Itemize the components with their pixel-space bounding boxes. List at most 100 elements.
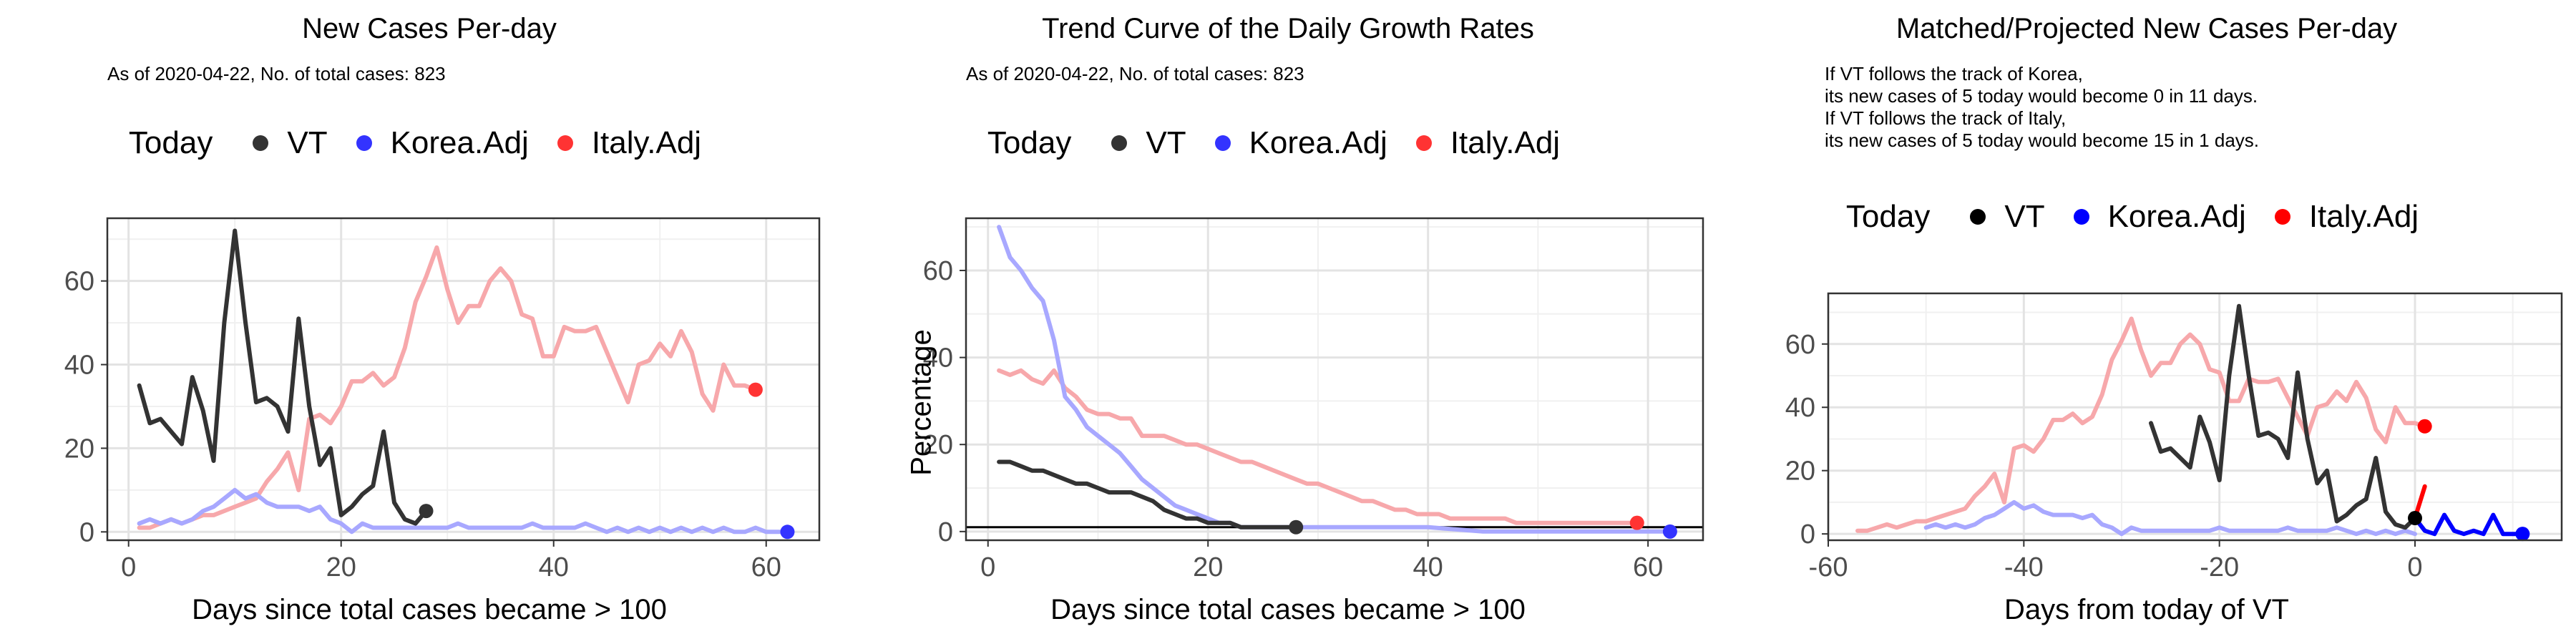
today-point-italy-adj — [748, 382, 763, 397]
plot-border — [106, 217, 821, 542]
x-axis-label: Days from today of VT — [2004, 594, 2289, 625]
today-point-vt — [2408, 511, 2422, 526]
x-tick-label: 0 — [121, 552, 136, 582]
x-tick-label: -60 — [1809, 552, 1848, 582]
subtitle-line: As of 2020-04-22, No. of total cases: 82… — [966, 63, 1304, 84]
y-tick-label: 40 — [64, 351, 94, 381]
today-point-vt — [419, 504, 434, 519]
today-point-korea-adj — [780, 525, 795, 540]
y-tick-label: 60 — [923, 256, 953, 286]
legend-item-italy: Italy.Adj — [2274, 199, 2419, 235]
y-tick-label: 60 — [64, 267, 94, 297]
legend-label: Korea.Adj — [1249, 125, 1387, 160]
y-tick-label: 20 — [64, 434, 94, 464]
today-point-italy-adj — [1629, 515, 1644, 530]
legend-label: Italy.Adj — [1450, 125, 1561, 160]
series-line-italy-adj — [1855, 316, 2427, 533]
legend-dot — [356, 135, 372, 151]
legend-dot — [2073, 209, 2089, 225]
legend-label: Italy.Adj — [591, 125, 702, 160]
legend-item-italy: Italy.Adj — [1415, 125, 1561, 161]
legend-dot — [1415, 135, 1432, 151]
legend-label: Italy.Adj — [2308, 199, 2419, 234]
chart-legend: Today VT Korea.Adj Italy.Adj — [859, 125, 1717, 161]
legend-label: VT — [1146, 125, 1186, 160]
x-tick-label: 40 — [539, 552, 569, 582]
x-tick-label: 0 — [980, 552, 995, 582]
legend-dot — [1970, 209, 1986, 225]
series-line-korea-adj — [1923, 499, 2417, 537]
chart-svg: -60 -40 -20 0 0 20 40 60 — [1785, 292, 2563, 582]
legend-title: Today — [987, 125, 1072, 160]
y-tick-label: 40 — [1785, 393, 1815, 423]
y-tick-label: 0 — [1800, 519, 1815, 550]
subtitle-line: its new cases of 5 today would become 15… — [1825, 130, 2260, 151]
chart-subtitle: As of 2020-04-22, No. of total cases: 82… — [966, 63, 1304, 85]
x-tick-label: 20 — [1193, 552, 1223, 582]
y-tick-label: 20 — [1785, 457, 1815, 487]
chart-legend: Today VT Korea.Adj Italy.Adj — [1717, 199, 2576, 235]
y-tick-label: 60 — [1785, 330, 1815, 360]
plot-border — [965, 217, 1704, 542]
x-tick-label: -20 — [2200, 552, 2239, 582]
x-tick-label: 20 — [326, 552, 356, 582]
y-tick-label: 0 — [938, 517, 953, 547]
chart-subtitle: If VT follows the track of Korea, its ne… — [1825, 63, 2259, 152]
legend-label: Korea.Adj — [2107, 199, 2246, 234]
legend-title: Today — [1845, 199, 1931, 234]
series-line-italy-adj — [997, 368, 1639, 525]
series-line-korea-adj-projected — [2413, 512, 2525, 537]
x-axis-label: Days since total cases became > 100 — [1050, 594, 1526, 625]
x-tick-label: -40 — [2004, 552, 2044, 582]
subtitle-line: If VT follows the track of Italy, — [1825, 107, 2067, 129]
legend-dot — [253, 135, 269, 151]
legend-label: Korea.Adj — [390, 125, 529, 160]
chart-panel-growth-rates: Trend Curve of the Daily Growth Rates As… — [859, 0, 1717, 644]
legend-dot — [2274, 209, 2290, 225]
today-point-vt — [1289, 519, 1304, 535]
subtitle-line: its new cases of 5 today would become 0 … — [1825, 85, 2258, 107]
chart-svg: 0 20 40 60 0 20 40 60 — [923, 217, 1704, 582]
plot-border — [1827, 292, 2563, 542]
x-tick-label: 40 — [1413, 552, 1443, 582]
chart-title: Matched/Projected New Cases Per-day — [1896, 13, 2398, 44]
chart-title: Trend Curve of the Daily Growth Rates — [1042, 13, 1534, 44]
legend-item-korea: Korea.Adj — [356, 125, 529, 161]
y-tick-label: 20 — [923, 430, 953, 460]
y-tick-label: 0 — [79, 517, 94, 547]
legend-item-korea: Korea.Adj — [1214, 125, 1387, 161]
legend-dot — [1214, 135, 1231, 151]
chart-subtitle: As of 2020-04-22, No. of total cases: 82… — [107, 63, 446, 85]
chart-title: New Cases Per-day — [302, 13, 557, 44]
chart-legend: Today VT Korea.Adj Italy.Adj — [0, 125, 859, 161]
x-tick-label: 60 — [1633, 552, 1663, 582]
legend-dot — [557, 135, 573, 151]
series-line-italy-adj — [137, 245, 758, 530]
today-point-korea-adj — [1662, 524, 1677, 539]
legend-dot — [1111, 135, 1128, 151]
legend-item-italy: Italy.Adj — [557, 125, 701, 161]
x-axis-label: Days since total cases became > 100 — [192, 594, 667, 625]
legend-item-vt: VT — [1111, 125, 1186, 161]
subtitle-line: If VT follows the track of Korea, — [1825, 63, 2083, 84]
chart-svg: 0 20 40 60 0 20 40 60 — [64, 217, 821, 582]
legend-title: Today — [128, 125, 213, 160]
series-line-vt — [137, 228, 429, 526]
series-line-korea-adj — [137, 487, 790, 535]
y-axis-label: Percentage — [905, 329, 937, 476]
legend-item-vt: VT — [253, 125, 328, 161]
y-tick-label: 40 — [923, 343, 953, 374]
chart-panel-cases-per-day: New Cases Per-day As of 2020-04-22, No. … — [0, 0, 859, 644]
today-point-korea-adj — [2515, 527, 2530, 542]
series-line-vt — [2149, 303, 2417, 530]
today-point-italy-adj — [2417, 419, 2432, 434]
series-line-korea-adj — [997, 225, 1672, 534]
x-tick-label: 60 — [751, 552, 781, 582]
legend-item-korea: Korea.Adj — [2073, 199, 2246, 235]
chart-panel-projected: Matched/Projected New Cases Per-day If V… — [1717, 0, 2576, 644]
legend-item-vt: VT — [1970, 199, 2045, 235]
series-line-vt — [997, 459, 1299, 530]
x-tick-label: 0 — [2407, 552, 2422, 582]
legend-label: VT — [287, 125, 328, 160]
legend-label: VT — [2004, 199, 2045, 234]
